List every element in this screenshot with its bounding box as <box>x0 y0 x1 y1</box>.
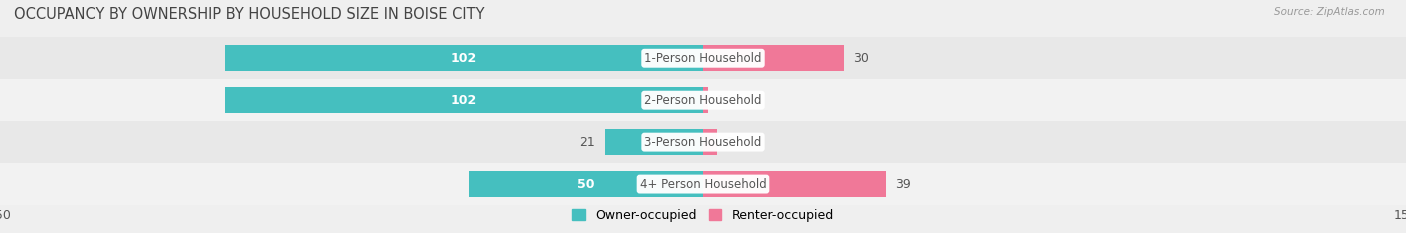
Text: Source: ZipAtlas.com: Source: ZipAtlas.com <box>1274 7 1385 17</box>
Text: OCCUPANCY BY OWNERSHIP BY HOUSEHOLD SIZE IN BOISE CITY: OCCUPANCY BY OWNERSHIP BY HOUSEHOLD SIZE… <box>14 7 485 22</box>
Legend: Owner-occupied, Renter-occupied: Owner-occupied, Renter-occupied <box>568 204 838 227</box>
Text: 3: 3 <box>727 136 734 149</box>
Bar <box>703 87 707 113</box>
Bar <box>703 129 717 155</box>
Text: 1-Person Household: 1-Person Household <box>644 52 762 65</box>
Bar <box>0 163 1406 205</box>
Bar <box>0 121 1406 163</box>
Text: 50: 50 <box>576 178 595 191</box>
Text: 30: 30 <box>853 52 869 65</box>
Text: 102: 102 <box>451 52 477 65</box>
Bar <box>703 45 844 71</box>
Text: 3-Person Household: 3-Person Household <box>644 136 762 149</box>
Text: 102: 102 <box>451 94 477 107</box>
Text: 1: 1 <box>717 94 725 107</box>
Bar <box>225 87 703 113</box>
Bar <box>225 45 703 71</box>
Bar <box>468 171 703 197</box>
Text: 4+ Person Household: 4+ Person Household <box>640 178 766 191</box>
Text: 21: 21 <box>579 136 595 149</box>
Bar <box>605 129 703 155</box>
Bar <box>703 171 886 197</box>
Bar <box>0 37 1406 79</box>
Bar <box>0 79 1406 121</box>
Text: 39: 39 <box>896 178 911 191</box>
Text: 2-Person Household: 2-Person Household <box>644 94 762 107</box>
